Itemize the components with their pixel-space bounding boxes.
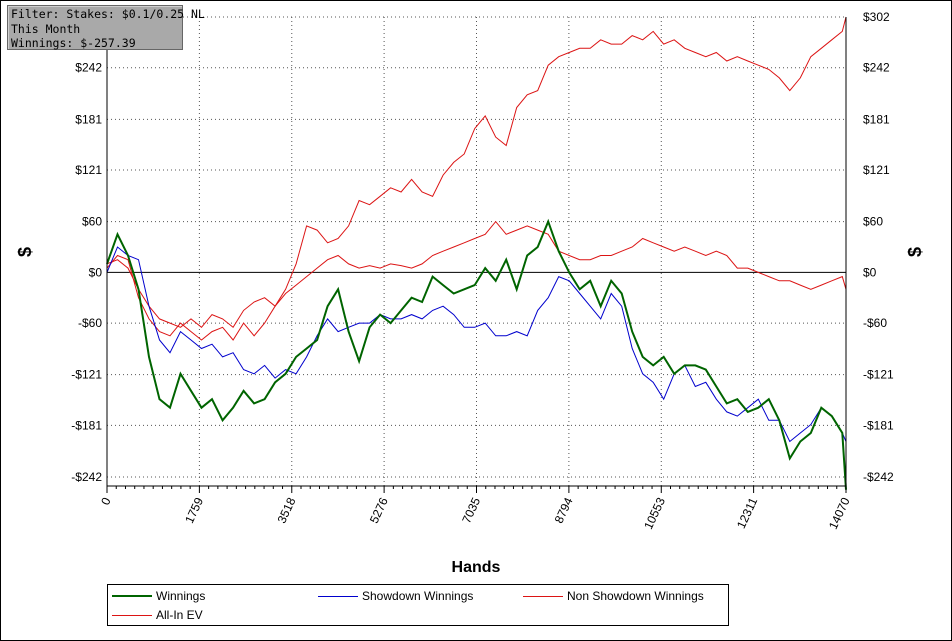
x-tick-label: 14070 <box>826 495 853 531</box>
legend-item-winnings: Winnings <box>112 588 205 604</box>
legend-label-showdown: Showdown Winnings <box>362 589 474 603</box>
y-tick-label-left: $121 <box>75 163 102 177</box>
y-axis-label-left: $ <box>15 247 35 257</box>
legend-item-non-showdown: Non Showdown Winnings <box>523 588 704 604</box>
axes <box>106 17 847 493</box>
x-tick-label: 5276 <box>367 495 391 525</box>
y-tick-label-right: -$181 <box>863 418 894 432</box>
x-tick-label: 7035 <box>459 495 483 525</box>
y-tick-label-left: $181 <box>75 112 102 126</box>
x-tick-label: 0 <box>98 495 114 507</box>
x-axis-label: Hands <box>452 559 501 576</box>
legend-label-winnings: Winnings <box>156 589 206 603</box>
y-tick-label-right: $121 <box>863 163 890 177</box>
series-line-non-showdown <box>106 220 847 329</box>
x-tick-label: 12311 <box>734 495 761 531</box>
y-tick-label-left: $0 <box>89 265 103 279</box>
legend-item-showdown: Showdown Winnings <box>318 588 473 604</box>
legend-item-allin-ev: All-In EV <box>112 607 203 623</box>
series-line-allin-ev <box>106 16 847 341</box>
y-tick-label-right: $0 <box>863 265 877 279</box>
series-lines <box>106 16 847 490</box>
y-tick-label-right: -$242 <box>863 470 894 484</box>
grid-lines <box>107 16 846 486</box>
legend-swatch-showdown <box>318 595 358 597</box>
legend-label-allin-ev: All-In EV <box>156 608 203 622</box>
y-tick-label-right: -$60 <box>863 316 887 330</box>
legend-swatch-non-showdown <box>523 595 563 597</box>
filter-info-box: Filter: Stakes: $0.1/0.25 NL This Month … <box>7 5 205 50</box>
filter-period-text: This Month <box>11 21 81 36</box>
chart-legend: Winnings Showdown Winnings Non Showdown … <box>107 584 729 626</box>
y-tick-label-left: -$242 <box>71 470 102 484</box>
filter-winnings-text: Winnings: $-257.39 <box>11 36 136 50</box>
y-axis-label-right: $ <box>905 247 925 257</box>
legend-swatch-allin-ev <box>112 614 152 616</box>
y-tick-label-right: $181 <box>863 112 890 126</box>
series-line-showdown <box>106 246 847 443</box>
filter-stakes-text: Filter: Stakes: $0.1/0.25 NL <box>11 7 205 21</box>
y-tick-label-left: -$60 <box>78 316 102 330</box>
y-tick-label-left: $242 <box>75 61 102 75</box>
y-tick-label-left: -$181 <box>71 418 102 432</box>
x-tick-label: 10553 <box>641 495 668 531</box>
x-tick-label: 3518 <box>275 495 299 525</box>
y-tick-label-right: $60 <box>863 215 883 229</box>
series-line-winnings <box>106 218 847 490</box>
y-tick-label-right: $242 <box>863 61 890 75</box>
legend-swatch-winnings <box>112 595 152 597</box>
y-tick-label-right: $302 <box>863 10 890 24</box>
x-tick-label: 8794 <box>552 495 576 525</box>
y-tick-label-left: $60 <box>82 215 102 229</box>
x-tick-label: 1759 <box>182 495 206 525</box>
y-tick-label-right: -$121 <box>863 368 894 382</box>
legend-label-non-showdown: Non Showdown Winnings <box>567 589 704 603</box>
y-tick-label-left: -$121 <box>71 368 102 382</box>
